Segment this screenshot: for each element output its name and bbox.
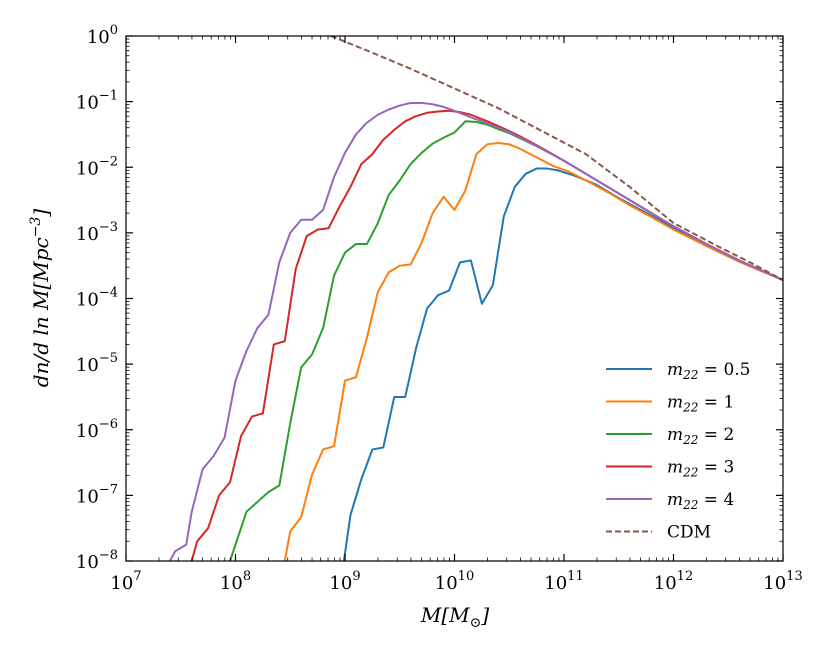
y-tick-label: 10−6	[76, 417, 118, 442]
legend-label-2: m22 = 2	[667, 425, 734, 447]
legend-label-1: m22 = 1	[667, 393, 734, 415]
y-axis-label-end: ]	[29, 209, 53, 218]
x-axis-label-sub: ⊙	[470, 615, 482, 631]
legend-label-0: m22 = 0.5	[667, 360, 751, 382]
series-line-5	[330, 36, 783, 282]
y-tick-label: 10−8	[76, 548, 118, 573]
y-tick-label: 10−4	[76, 286, 118, 311]
legend-label-5: CDM	[667, 523, 711, 543]
y-tick-label: 10−7	[76, 482, 118, 507]
series-lines	[168, 36, 783, 561]
x-tick-label: 107	[110, 569, 141, 594]
plot-frame	[125, 35, 784, 562]
y-tick-label: 100	[87, 23, 118, 48]
legend-label-4: m22 = 4	[667, 490, 734, 512]
series-line-1	[283, 141, 783, 561]
x-tick-label: 1013	[763, 569, 802, 594]
axis-ticks: 107 108 109 1010 1011 1012 1013 10−8 10−7 10−6 10−…	[76, 23, 803, 594]
y-axis-label-pre: dn/d ln M[Mpc	[29, 237, 53, 387]
x-tick-label: 109	[329, 569, 360, 594]
series-line-4	[168, 101, 783, 561]
legend: m22 = 0.5 m22 = 1 m22 = 2 m22 = 3 m22 = 4 CDM	[606, 360, 751, 543]
x-tick-label: 108	[220, 569, 251, 594]
y-axis-label: dn/d ln M[Mpc−3]	[28, 209, 53, 388]
y-tick-label: 10−5	[76, 351, 118, 376]
x-tick-label: 1012	[654, 569, 693, 594]
y-tick-label: 10−2	[76, 154, 118, 179]
x-axis-label-end: ]	[480, 603, 489, 627]
series-line-3	[190, 109, 783, 561]
x-tick-label: 1010	[435, 569, 474, 594]
x-axis-label-base: M[M	[420, 603, 470, 627]
y-tick-label: 10−3	[76, 220, 118, 245]
x-axis-label: M[M⊙]	[420, 603, 490, 631]
y-tick-label: 10−1	[76, 89, 118, 114]
x-tick-label: 1011	[544, 569, 583, 594]
series-line-0	[342, 167, 783, 561]
y-axis-label-sup: −3	[28, 217, 44, 238]
legend-label-3: m22 = 3	[667, 458, 734, 480]
